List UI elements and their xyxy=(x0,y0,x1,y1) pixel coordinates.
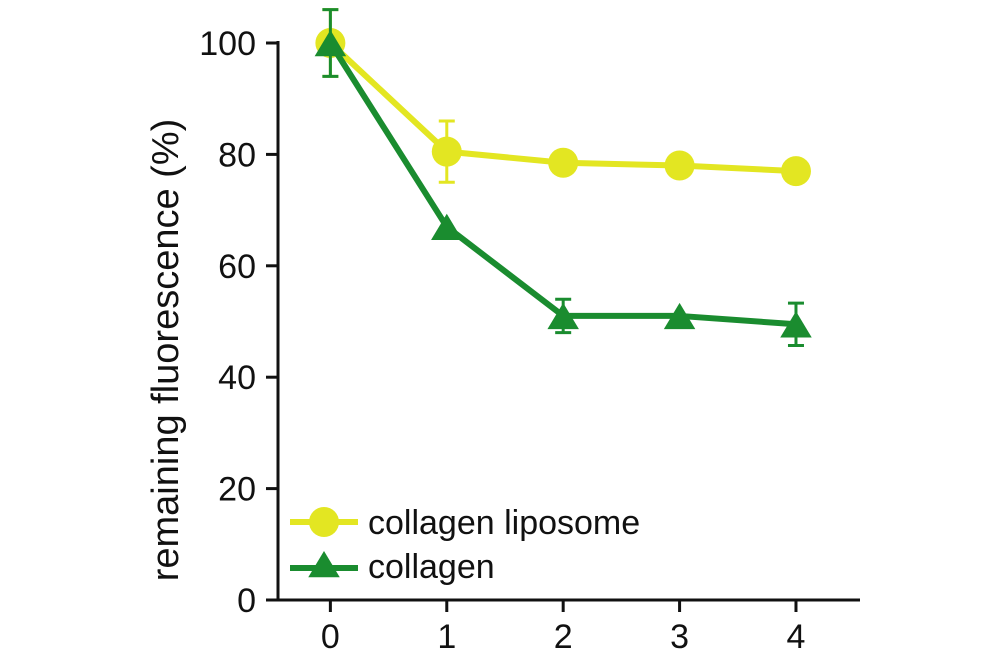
data-point xyxy=(314,30,347,57)
data-point xyxy=(431,136,462,167)
legend-marker-collagen-liposome xyxy=(309,507,339,537)
y-tick-label: 60 xyxy=(218,248,256,286)
series-collagen-liposome xyxy=(315,8,811,187)
axes: 0 20 40 60 80 100 0 1 2 3 4 xyxy=(199,25,860,656)
series-collagen xyxy=(314,8,812,347)
data-point xyxy=(431,213,463,241)
series-layer xyxy=(314,8,812,347)
x-ticks: 0 1 2 3 4 xyxy=(321,600,806,656)
legend-label-collagen-liposome: collagen liposome xyxy=(368,504,640,542)
legend-label-collagen: collagen xyxy=(368,548,495,586)
data-point xyxy=(664,150,695,181)
data-point xyxy=(547,302,579,330)
x-tick-label: 2 xyxy=(554,618,573,656)
data-point xyxy=(780,156,811,187)
x-tick-label: 4 xyxy=(787,618,806,656)
y-tick-label: 40 xyxy=(218,359,256,397)
data-point xyxy=(548,147,579,178)
data-point xyxy=(663,302,696,330)
y-ticks: 0 20 40 60 80 100 xyxy=(199,25,278,620)
y-tick-label: 0 xyxy=(237,582,256,620)
y-tick-label: 80 xyxy=(218,136,256,174)
x-tick-label: 0 xyxy=(321,618,340,656)
legend-marker-collagen xyxy=(308,551,340,578)
y-tick-label: 20 xyxy=(218,471,256,509)
data-point xyxy=(780,311,812,338)
x-tick-label: 1 xyxy=(437,618,456,656)
y-tick-label: 100 xyxy=(199,25,256,63)
x-tick-label: 3 xyxy=(670,618,689,656)
legend: collagen liposome collagen xyxy=(290,504,640,586)
y-axis-title: remaining fluorescence (%) xyxy=(145,119,187,582)
series-line xyxy=(327,41,797,328)
